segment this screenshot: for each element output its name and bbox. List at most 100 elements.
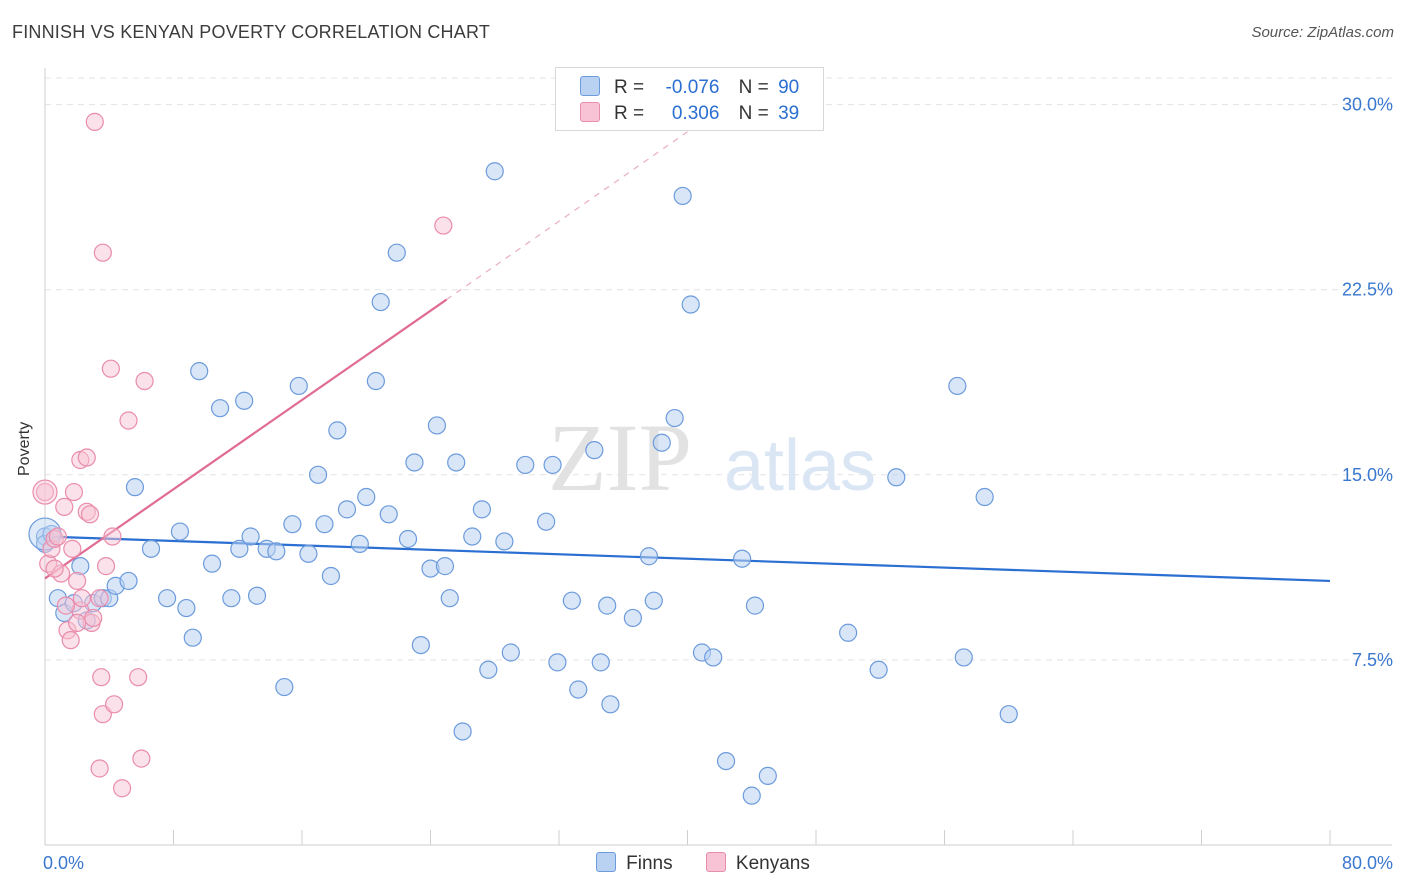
finns-point	[543, 455, 562, 475]
finns-point	[681, 295, 700, 314]
legend-item-finns: Finns	[596, 852, 673, 875]
finns-point	[315, 515, 334, 534]
series-legend: Finns Kenyans	[0, 852, 1406, 875]
kenyans-point	[90, 759, 109, 778]
kenyans-point	[68, 613, 87, 632]
finns-point	[247, 586, 267, 605]
finns-point	[202, 554, 222, 573]
finns-point	[427, 416, 447, 435]
finns-point	[639, 547, 659, 566]
finns-point	[398, 529, 418, 549]
finns-point	[716, 751, 736, 771]
finns-points	[28, 162, 1018, 805]
finns-point	[321, 566, 341, 586]
finns-point	[267, 542, 286, 561]
y-tick-label: 7.5%	[1352, 650, 1393, 670]
kenyans-point	[72, 589, 92, 608]
finns-r-value: -0.076	[665, 77, 720, 98]
finns-point	[463, 527, 482, 546]
finns-point	[548, 653, 567, 672]
finns-point	[453, 722, 472, 741]
finns-point	[299, 544, 318, 563]
kenyans-point	[129, 668, 148, 687]
finns-point	[472, 500, 491, 519]
watermark-atlas: atlas	[724, 426, 876, 506]
kenyans-point	[92, 668, 111, 687]
finns-point	[366, 371, 385, 391]
finns-point	[222, 589, 241, 608]
kenyans-point	[96, 557, 116, 576]
finns-point	[289, 376, 308, 396]
finns-point	[440, 589, 459, 608]
gridlines	[45, 77, 1392, 661]
finns-point	[71, 557, 90, 576]
legend-finns-label: Finns	[626, 853, 673, 874]
finns-point	[948, 376, 967, 396]
finns-point	[447, 453, 466, 472]
watermark: ZIP atlas	[548, 404, 876, 511]
finns-point	[275, 677, 294, 697]
kenyans-point	[104, 695, 124, 714]
finns-point	[673, 186, 692, 206]
kenyans-point	[103, 527, 122, 546]
finns-point	[405, 453, 424, 472]
x-tick-label-max: 80.0%	[1342, 853, 1393, 873]
finns-point	[328, 421, 347, 440]
kenyans-point	[90, 589, 109, 608]
legend-kenyans-swatch	[705, 852, 726, 872]
finns-point	[516, 455, 535, 475]
finns-point	[733, 549, 752, 568]
finns-point	[435, 557, 455, 576]
kenyans-point	[84, 608, 103, 628]
finns-point	[745, 596, 765, 615]
finns-point	[411, 635, 430, 655]
kenyans-point	[119, 411, 138, 430]
legend-row-finns: R = -0.076 N = 90	[580, 76, 799, 100]
finns-point	[704, 648, 723, 667]
kenyans-point	[93, 243, 112, 262]
kenyans-point	[56, 596, 75, 615]
finns-point	[975, 487, 994, 507]
kenyans-trend-extension	[446, 131, 688, 301]
finns-point	[337, 500, 357, 519]
finns-point	[537, 512, 556, 531]
finns-point	[644, 591, 663, 610]
finns-point	[591, 653, 610, 672]
y-tick-label: 22.5%	[1342, 280, 1393, 300]
chart-title: FINNISH VS KENYAN POVERTY CORRELATION CH…	[12, 22, 491, 42]
kenyans-point	[434, 216, 453, 235]
finns-point	[210, 399, 230, 418]
finns-r-label: R =	[614, 77, 645, 98]
kenyans-point	[64, 482, 84, 502]
legend-kenyans-label: Kenyans	[735, 853, 810, 874]
legend-finns-swatch	[596, 852, 617, 872]
finns-point	[241, 527, 260, 546]
finns-point	[758, 766, 777, 785]
finns-point	[869, 660, 888, 679]
tick-labels: 7.5% 15.0% 22.5% 30.0% 0.0% 80.0%	[43, 95, 1393, 873]
finns-point	[283, 515, 302, 534]
kenyans-point	[112, 779, 132, 798]
finns-point	[665, 408, 684, 428]
source-label: Source: ZipAtlas.com	[1251, 24, 1394, 41]
finns-point	[141, 539, 161, 558]
finns-n-value: 90	[778, 77, 800, 98]
kenyans-n-label: N =	[738, 103, 769, 124]
finns-point	[479, 660, 498, 679]
finns-point	[954, 648, 973, 667]
finns-point	[598, 596, 617, 615]
finns-point	[562, 591, 581, 610]
y-tick-label: 30.0%	[1342, 95, 1393, 115]
finns-point	[183, 628, 202, 647]
finns-point	[887, 468, 906, 487]
finns-point	[119, 571, 138, 591]
finns-point	[350, 534, 369, 554]
finns-point	[742, 786, 761, 805]
finns-n-label: N =	[738, 77, 769, 98]
legend-item-kenyans: Kenyans	[705, 852, 810, 875]
kenyans-point	[101, 359, 120, 378]
finns-point	[999, 705, 1018, 724]
finns-point	[125, 478, 145, 497]
kenyans-point	[80, 505, 100, 524]
